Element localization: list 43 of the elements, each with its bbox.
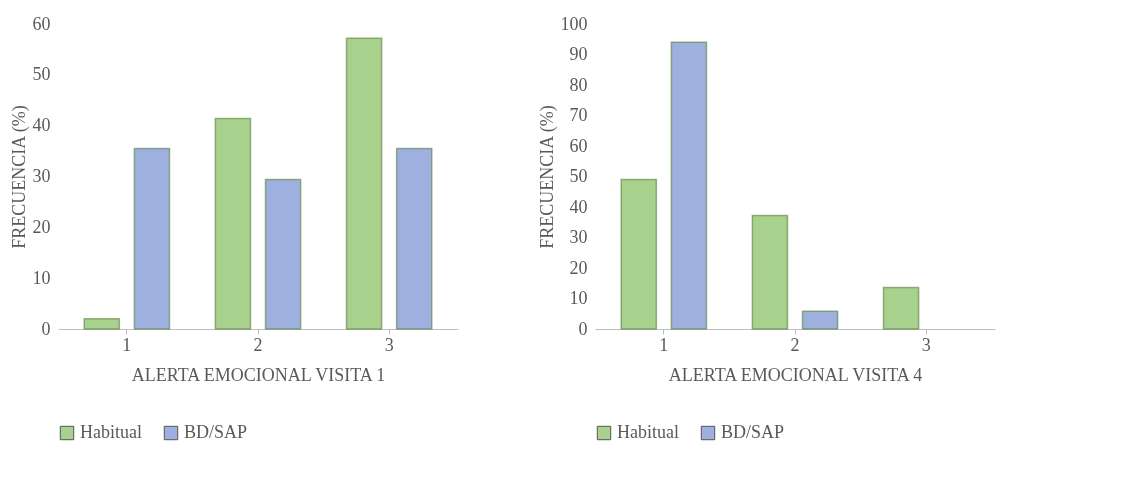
y-axis-title: FRECUENCIA (%) [536,105,558,249]
y-tick-label: 60 [32,13,51,34]
y-tick-label: 100 [560,13,588,34]
bar [214,117,252,330]
y-tick-label: 0 [578,318,588,339]
bar [133,147,171,330]
bar [751,214,789,330]
bar [801,310,839,330]
bar [395,147,433,330]
y-tick-label: 50 [32,64,51,85]
bar [882,286,920,330]
x-axis-title: ALERTA EMOCIONAL VISITA 4 [668,364,923,385]
x-tick-label: 3 [384,334,394,355]
bar [670,41,708,330]
y-tick-label: 70 [569,105,588,125]
y-tick-label: 20 [32,216,51,237]
bar [620,178,658,330]
y-tick-label: 30 [32,166,51,186]
legend-label: BD/SAP [721,422,785,442]
y-tick-label: 40 [569,196,588,217]
y-tick-label: 10 [32,267,51,288]
y-tick-label: 10 [569,288,588,308]
x-tick-label: 2 [253,334,263,355]
y-tick-label: 40 [32,115,51,136]
y-tick-label: 0 [41,318,51,339]
bar [83,318,121,330]
x-axis-title: ALERTA EMOCIONAL VISITA 1 [131,364,386,385]
y-tick-label: 30 [569,227,588,247]
x-tick-label: 3 [921,334,931,355]
legend-label: Habitual [617,422,679,442]
y-tick-label: 80 [569,74,588,95]
x-tick-label: 1 [659,334,669,355]
legend-label: Habitual [80,422,142,442]
y-axis-title: FRECUENCIA (%) [8,105,30,249]
legend-label: BD/SAP [184,422,248,442]
y-tick-label: 50 [569,166,588,186]
y-tick-label: 60 [569,135,588,156]
y-tick-label: 90 [569,44,588,64]
bar [345,37,383,330]
x-tick-label: 1 [122,334,132,355]
y-tick-label: 20 [569,257,588,278]
bar [264,178,302,330]
x-tick-label: 2 [790,334,800,355]
